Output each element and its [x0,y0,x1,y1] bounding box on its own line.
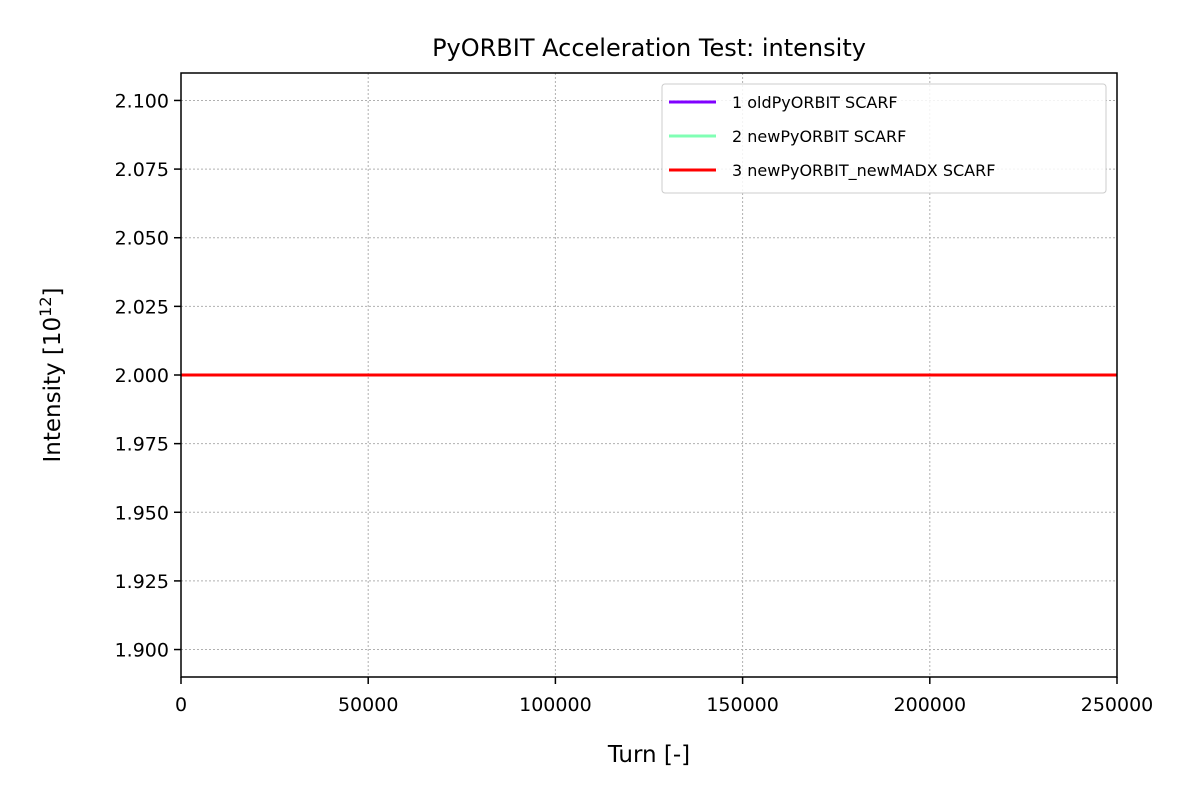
y-tick-label: 2.000 [115,365,169,387]
y-axis-ticks: 1.900 1.925 1.950 1.975 2.000 2.025 2.050 2.075… [115,90,181,662]
y-tick-label: 1.950 [115,502,169,524]
x-tick-label: 100000 [519,694,592,716]
x-axis-ticks: 0 50000 100000 150000 200000 250000 [175,677,1153,716]
y-tick-label: 1.925 [115,571,169,593]
y-axis-label-exponent: 12 [36,296,55,316]
y-tick-label: 2.100 [115,90,169,112]
y-axis-label-base: Intensity [10 [40,317,66,463]
y-tick-label: 1.900 [115,640,169,662]
legend-box [661,83,1107,194]
legend-label-1: 1 oldPyORBIT SCARF [732,93,898,112]
x-tick-label: 50000 [338,694,398,716]
y-axis-label: Intensity [1012] [36,287,66,462]
y-axis-label-close: ] [40,287,66,296]
x-tick-label: 200000 [894,694,967,716]
y-tick-label: 2.075 [115,159,169,181]
y-tick-label: 2.050 [115,228,169,250]
x-axis-label: Turn [-] [607,742,690,768]
x-tick-label: 150000 [706,694,779,716]
chart-title: PyORBIT Acceleration Test: intensity [432,34,866,62]
legend-label-3: 3 newPyORBIT_newMADX SCARF [732,161,995,181]
legend-label-2: 2 newPyORBIT SCARF [732,127,906,146]
x-tick-label: 250000 [1081,694,1154,716]
legend: 1 oldPyORBIT SCARF 2 newPyORBIT SCARF 3 ne… [661,83,1107,194]
x-tick-label: 0 [175,694,187,716]
y-tick-label: 2.025 [115,296,169,318]
y-tick-label: 1.975 [115,434,169,456]
